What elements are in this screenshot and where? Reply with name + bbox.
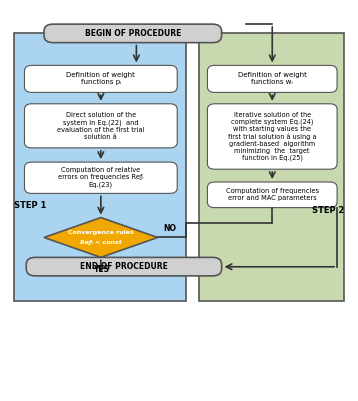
Text: NO: NO	[163, 224, 176, 233]
Text: Definition of weight
functions wᵢ: Definition of weight functions wᵢ	[238, 73, 307, 85]
FancyBboxPatch shape	[24, 104, 177, 148]
Text: STEP 2: STEP 2	[312, 206, 344, 215]
FancyBboxPatch shape	[199, 32, 344, 302]
Text: Computation of frequencies
error and MAC parameters: Computation of frequencies error and MAC…	[226, 188, 319, 201]
FancyBboxPatch shape	[207, 65, 337, 92]
Text: END OF PROCEDURE: END OF PROCEDURE	[80, 262, 168, 271]
Text: Iterative solution of the
complete system Eq.(24)
with starting values the
first: Iterative solution of the complete syste…	[228, 112, 316, 161]
Text: Direct solution of the
system in Eq.(22)  and
evaluation of the first trial
solu: Direct solution of the system in Eq.(22)…	[57, 112, 145, 140]
Text: Definition of weight
functions pᵢ: Definition of weight functions pᵢ	[67, 73, 135, 85]
FancyBboxPatch shape	[44, 24, 222, 43]
Text: Computation of relative
errors on frequencies Reƒᵢ
Eq.(23): Computation of relative errors on freque…	[58, 168, 144, 188]
FancyBboxPatch shape	[207, 182, 337, 208]
Polygon shape	[44, 218, 158, 257]
FancyBboxPatch shape	[24, 65, 177, 92]
Text: BEGIN OF PROCEDURE: BEGIN OF PROCEDURE	[84, 29, 181, 38]
FancyBboxPatch shape	[207, 104, 337, 169]
FancyBboxPatch shape	[14, 32, 186, 302]
FancyBboxPatch shape	[24, 162, 177, 193]
FancyBboxPatch shape	[26, 257, 222, 276]
Text: YES: YES	[93, 265, 109, 273]
Text: Reƒᵢ < const: Reƒᵢ < const	[80, 240, 122, 245]
Text: Convergence rules: Convergence rules	[68, 230, 134, 235]
Text: STEP 1: STEP 1	[14, 200, 46, 209]
